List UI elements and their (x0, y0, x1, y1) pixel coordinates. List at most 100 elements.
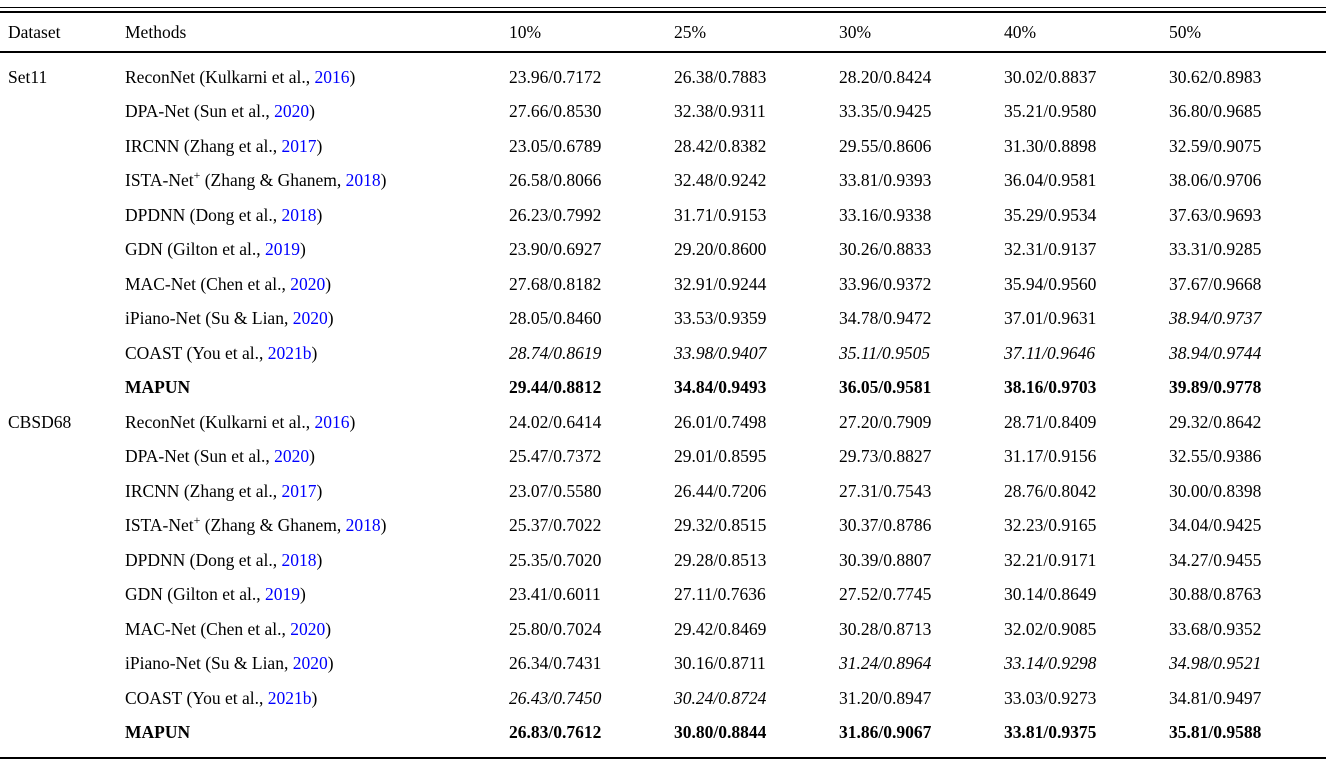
psnr-ssim-value: 33.53/0.9359 (674, 308, 767, 329)
psnr-ssim-value: 35.11/0.9505 (839, 342, 931, 363)
psnr-ssim-value: 34.27/0.9455 (1169, 549, 1262, 570)
citation-year-link[interactable]: 2018 (281, 549, 317, 570)
citation-year-link[interactable]: 2020 (290, 618, 326, 639)
method-cell: MAPUN (125, 716, 509, 759)
psnr-ssim-value: 31.24/0.8964 (839, 653, 932, 674)
psnr-ssim-value: 38.94/0.9737 (1169, 308, 1262, 329)
psnr-ssim-value: 31.30/0.8898 (1004, 135, 1097, 156)
psnr-ssim-value: 26.38/0.7883 (674, 66, 767, 87)
citation-year-link[interactable]: 2020 (292, 653, 328, 674)
psnr-ssim-value: 28.76/0.8042 (1004, 480, 1097, 501)
header-methods: Methods (125, 12, 509, 53)
psnr-ssim-value: 27.68/0.8182 (509, 273, 602, 294)
psnr-ssim-value: 27.20/0.7909 (839, 411, 932, 432)
results-table: Dataset Methods 10% 25% 30% 40% 50% Set1… (0, 7, 1326, 761)
citation-year-link[interactable]: 2021b (267, 342, 312, 363)
method-cell: DPA-Net (Sun et al., 2020) (125, 101, 315, 122)
psnr-ssim-value: 28.05/0.8460 (509, 308, 602, 329)
citation-year-link[interactable]: 2020 (274, 446, 310, 467)
psnr-ssim-value: 35.29/0.9534 (1004, 204, 1097, 225)
psnr-ssim-value: 37.67/0.9668 (1169, 273, 1262, 294)
psnr-ssim-value: 26.83/0.7612 (509, 722, 602, 743)
dataset-label (0, 95, 125, 130)
citation-year-link[interactable]: 2017 (281, 135, 317, 156)
method-superscript: + (193, 168, 201, 183)
psnr-ssim-value: 29.73/0.8827 (839, 446, 932, 467)
psnr-ssim-value: 30.24/0.8724 (674, 687, 767, 708)
table-row: GDN (Gilton et al., 2019) 23.41/0.6011 27.… (0, 578, 1326, 613)
psnr-ssim-value: 30.16/0.8711 (674, 653, 766, 674)
method-cell: ReconNet (Kulkarni et al., 2016) (125, 66, 356, 87)
psnr-ssim-value: 29.28/0.8513 (674, 549, 767, 570)
method-name: COAST (125, 342, 183, 363)
psnr-ssim-value: 26.58/0.8066 (509, 170, 602, 191)
psnr-ssim-value: 37.01/0.9631 (1004, 308, 1097, 329)
dataset-label (0, 267, 125, 302)
table-row: COAST (You et al., 2021b) 26.43/0.7450 30.… (0, 681, 1326, 716)
table-row: MAPUN 26.83/0.7612 30.80/0.8844 31.86/0.906… (0, 716, 1326, 759)
psnr-ssim-value: 34.78/0.9472 (839, 308, 932, 329)
citation-year-link[interactable]: 2018 (281, 204, 317, 225)
dataset-label (0, 164, 125, 199)
psnr-ssim-value: 25.47/0.7372 (509, 446, 602, 467)
table-row: GDN (Gilton et al., 2019) 23.90/0.6927 29.… (0, 233, 1326, 268)
psnr-ssim-value: 27.52/0.7745 (839, 584, 932, 605)
psnr-ssim-value: 27.11/0.7636 (674, 584, 766, 605)
psnr-ssim-value: 32.23/0.9165 (1004, 515, 1097, 536)
table-row: Set11 ReconNet (Kulkarni et al., 2016) 23.… (0, 52, 1326, 95)
table-row: DPA-Net (Sun et al., 2020) 27.66/0.8530 32… (0, 95, 1326, 130)
dataset-label (0, 302, 125, 337)
psnr-ssim-value: 23.41/0.6011 (509, 584, 601, 605)
method-name: DPA-Net (125, 101, 190, 122)
table-row: MAPUN 29.44/0.8812 34.84/0.9493 36.05/0.958… (0, 371, 1326, 406)
psnr-ssim-value: 32.38/0.9311 (674, 101, 766, 122)
citation-year-link[interactable]: 2021b (267, 687, 312, 708)
citation-year-link[interactable]: 2018 (345, 170, 381, 191)
table-row: iPiano-Net (Su & Lian, 2020) 28.05/0.8460… (0, 302, 1326, 337)
citation-year-link[interactable]: 2016 (314, 411, 350, 432)
psnr-ssim-value: 28.71/0.8409 (1004, 411, 1097, 432)
psnr-ssim-value: 33.14/0.9298 (1004, 653, 1097, 674)
method-cell: MAPUN (125, 371, 509, 406)
psnr-ssim-value: 29.32/0.8515 (674, 515, 767, 536)
psnr-ssim-value: 23.07/0.5580 (509, 480, 602, 501)
table-row: ISTA-Net+ (Zhang & Ghanem, 2018) 25.37/0.… (0, 509, 1326, 544)
header-dataset: Dataset (0, 12, 125, 53)
dataset-label: CBSD68 (8, 411, 72, 432)
citation-year-link[interactable]: 2020 (274, 101, 310, 122)
method-cell: GDN (Gilton et al., 2019) (125, 584, 306, 605)
psnr-ssim-value: 26.34/0.7431 (509, 653, 602, 674)
psnr-ssim-value: 38.06/0.9706 (1169, 170, 1262, 191)
header-rate-30: 30% (839, 12, 1004, 53)
psnr-ssim-value: 38.94/0.9744 (1169, 342, 1262, 363)
psnr-ssim-value: 26.44/0.7206 (674, 480, 767, 501)
psnr-ssim-value: 31.71/0.9153 (674, 204, 767, 225)
dataset-label (0, 681, 125, 716)
table-row: DPDNN (Dong et al., 2018) 25.35/0.7020 29.… (0, 543, 1326, 578)
table-row: DPA-Net (Sun et al., 2020) 25.47/0.7372 29… (0, 440, 1326, 475)
method-cell: MAC-Net (Chen et al., 2020) (125, 273, 332, 294)
citation-year-link[interactable]: 2017 (281, 480, 317, 501)
psnr-ssim-value: 28.74/0.8619 (509, 342, 602, 363)
citation-year-link[interactable]: 2020 (290, 273, 326, 294)
header-row: Dataset Methods 10% 25% 30% 40% 50% (0, 12, 1326, 53)
dataset-label (0, 233, 125, 268)
citation-year-link[interactable]: 2016 (314, 66, 350, 87)
psnr-ssim-value: 25.80/0.7024 (509, 618, 602, 639)
citation-year-link[interactable]: 2018 (345, 515, 381, 536)
table-row: IRCNN (Zhang et al., 2017) 23.05/0.6789 28… (0, 129, 1326, 164)
psnr-ssim-value: 34.84/0.9493 (674, 377, 767, 398)
psnr-ssim-value: 30.39/0.8807 (839, 549, 932, 570)
psnr-ssim-value: 32.21/0.9171 (1004, 549, 1097, 570)
method-name: MAPUN (125, 377, 191, 398)
psnr-ssim-value: 23.05/0.6789 (509, 135, 602, 156)
method-cell: COAST (You et al., 2021b) (125, 687, 318, 708)
method-name: GDN (125, 239, 163, 260)
citation-year-link[interactable]: 2019 (264, 239, 300, 260)
psnr-ssim-value: 38.16/0.9703 (1004, 377, 1097, 398)
citation-year-link[interactable]: 2019 (264, 584, 300, 605)
psnr-ssim-value: 39.89/0.9778 (1169, 377, 1262, 398)
citation-year-link[interactable]: 2020 (292, 308, 328, 329)
method-name: MAC-Net (125, 273, 196, 294)
method-name: ISTA-Net (125, 515, 194, 536)
